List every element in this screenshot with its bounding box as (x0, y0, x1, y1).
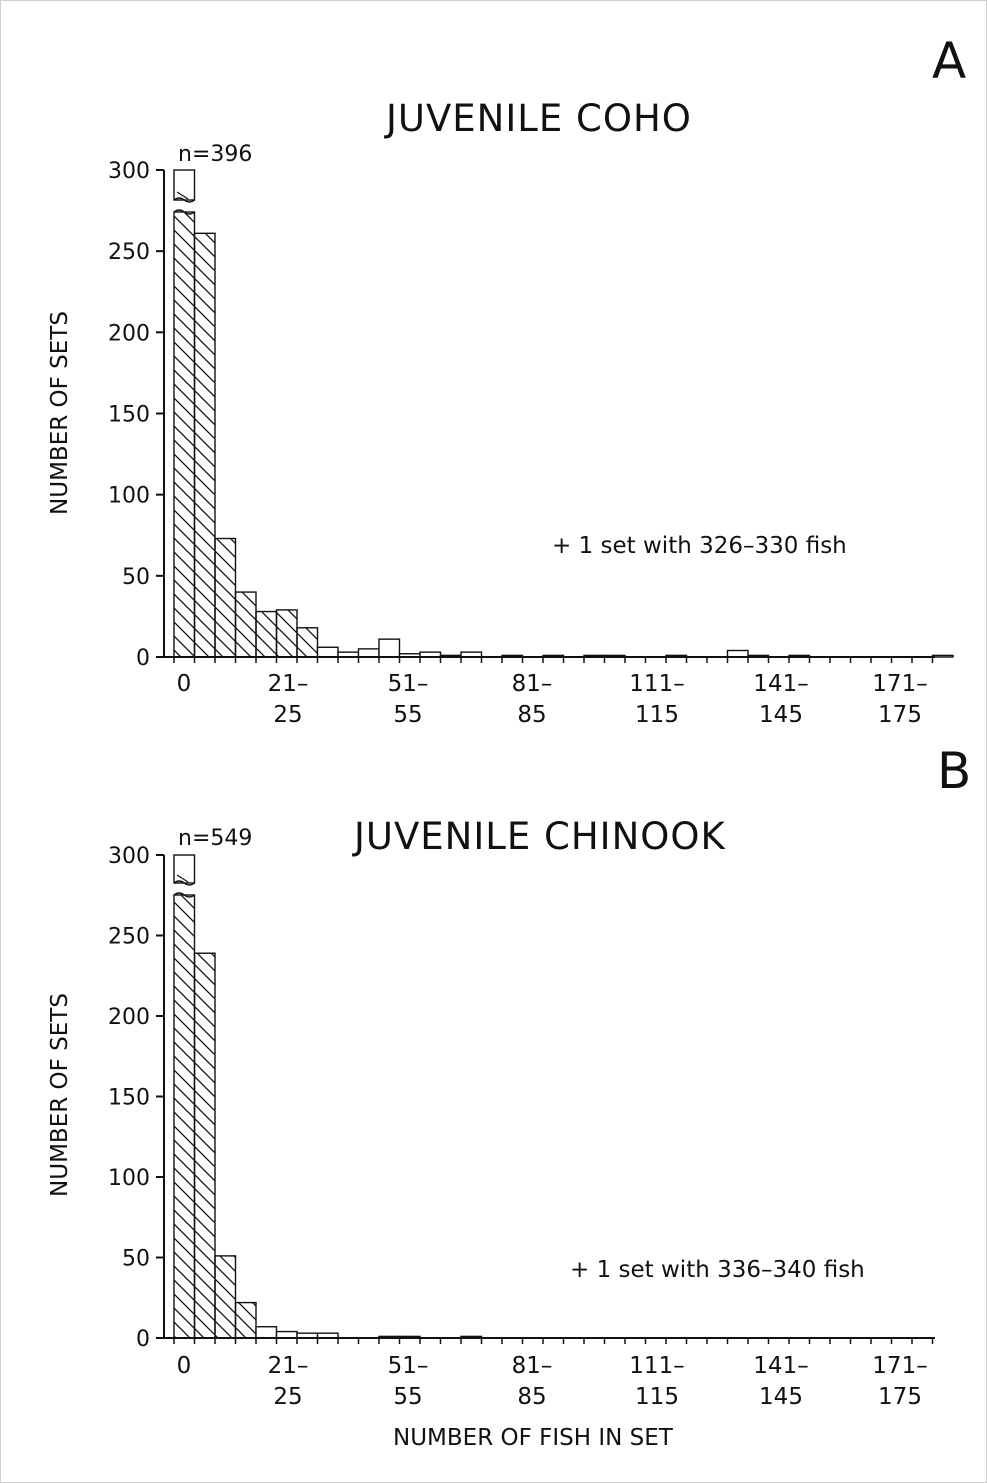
note-a: + 1 set with 326–330 fish (552, 533, 847, 559)
x-tick-label: 115 (635, 702, 679, 728)
x-tick-label: 55 (393, 702, 422, 728)
y-tick-label: 50 (122, 1247, 150, 1272)
x-tick-label: 171– (872, 671, 927, 697)
x-tick-label: 85 (517, 702, 546, 728)
y-tick-label: 150 (108, 403, 150, 428)
x-tick-label: 145 (759, 1384, 803, 1410)
x-tick-label: 55 (393, 1384, 422, 1410)
x-tick-label: 111– (629, 1353, 684, 1379)
y-tick-label: 100 (108, 484, 150, 509)
histogram-bar (296, 627, 319, 658)
n-label-b: n=549 (178, 826, 253, 851)
axis-break-mark (173, 209, 195, 215)
hatch-stub (176, 191, 189, 200)
y-tick-label: 250 (108, 925, 150, 950)
x-tick-label: 145 (759, 702, 803, 728)
x-tick-label: 115 (635, 1384, 679, 1410)
x-tick-label: 25 (273, 702, 302, 728)
y-tick-label: 50 (122, 565, 150, 590)
chart-title-a: JUVENILE COHO (386, 97, 692, 140)
x-axis-label: NUMBER OF FISH IN SET (393, 1425, 673, 1451)
histogram-bar (357, 648, 380, 658)
axis-break-mark (173, 892, 195, 898)
x-tick-label: 0 (177, 671, 192, 697)
y-tick-label: 0 (136, 646, 150, 671)
histogram-bar-break-top (173, 854, 196, 884)
x-tick-label: 0 (177, 1353, 192, 1379)
panel-letter-a: A (932, 32, 967, 90)
histogram-bar (234, 1301, 257, 1339)
axis-break-mark (173, 880, 195, 886)
panel-letter-b: B (937, 742, 972, 800)
x-tick-label: 21– (268, 671, 309, 697)
axis-break-mark (173, 197, 195, 203)
y-tick-label: 250 (108, 240, 150, 265)
histogram-bar (275, 609, 298, 658)
x-tick-label: 175 (878, 1384, 922, 1410)
y-tick-label: 200 (108, 321, 150, 346)
x-tick-label: 51– (388, 1353, 429, 1379)
y-tick-label: 150 (108, 1086, 150, 1111)
histogram-bar (193, 232, 216, 658)
hatch-stub (176, 874, 189, 883)
x-tick-label: 25 (273, 1384, 302, 1410)
y-tick-label: 0 (136, 1327, 150, 1352)
histogram-bar (378, 638, 401, 658)
histogram-bar-break-top (173, 169, 196, 201)
histogram-bar (316, 646, 339, 658)
x-tick-label: 141– (753, 1353, 808, 1379)
x-tick-label: 85 (517, 1384, 546, 1410)
x-tick-label: 171– (872, 1353, 927, 1379)
x-tick-label: 81– (512, 1353, 553, 1379)
histogram-bar (255, 610, 278, 658)
histogram-bar (193, 952, 216, 1339)
x-tick-label: 51– (388, 671, 429, 697)
histogram-bar (214, 1255, 237, 1339)
note-b: + 1 set with 336–340 fish (570, 1257, 865, 1283)
histogram-bar (255, 1326, 278, 1339)
chart-title-b: JUVENILE CHINOOK (354, 815, 726, 858)
histogram-bar (214, 537, 237, 658)
y-tick-label: 300 (108, 159, 150, 184)
x-tick-label: 81– (512, 671, 553, 697)
y-tick-label: 100 (108, 1166, 150, 1191)
y-tick-label: 200 (108, 1005, 150, 1030)
histogram-bar (234, 591, 257, 658)
x-tick-label: 21– (268, 1353, 309, 1379)
x-tick-label: 111– (629, 671, 684, 697)
histogram-bar (173, 211, 196, 658)
histogram-bar (931, 654, 954, 658)
x-tick-label: 175 (878, 702, 922, 728)
x-tick-label: 141– (753, 671, 808, 697)
y-tick-label: 300 (108, 844, 150, 869)
histogram-bar (173, 894, 196, 1339)
n-label-a: n=396 (178, 142, 253, 167)
